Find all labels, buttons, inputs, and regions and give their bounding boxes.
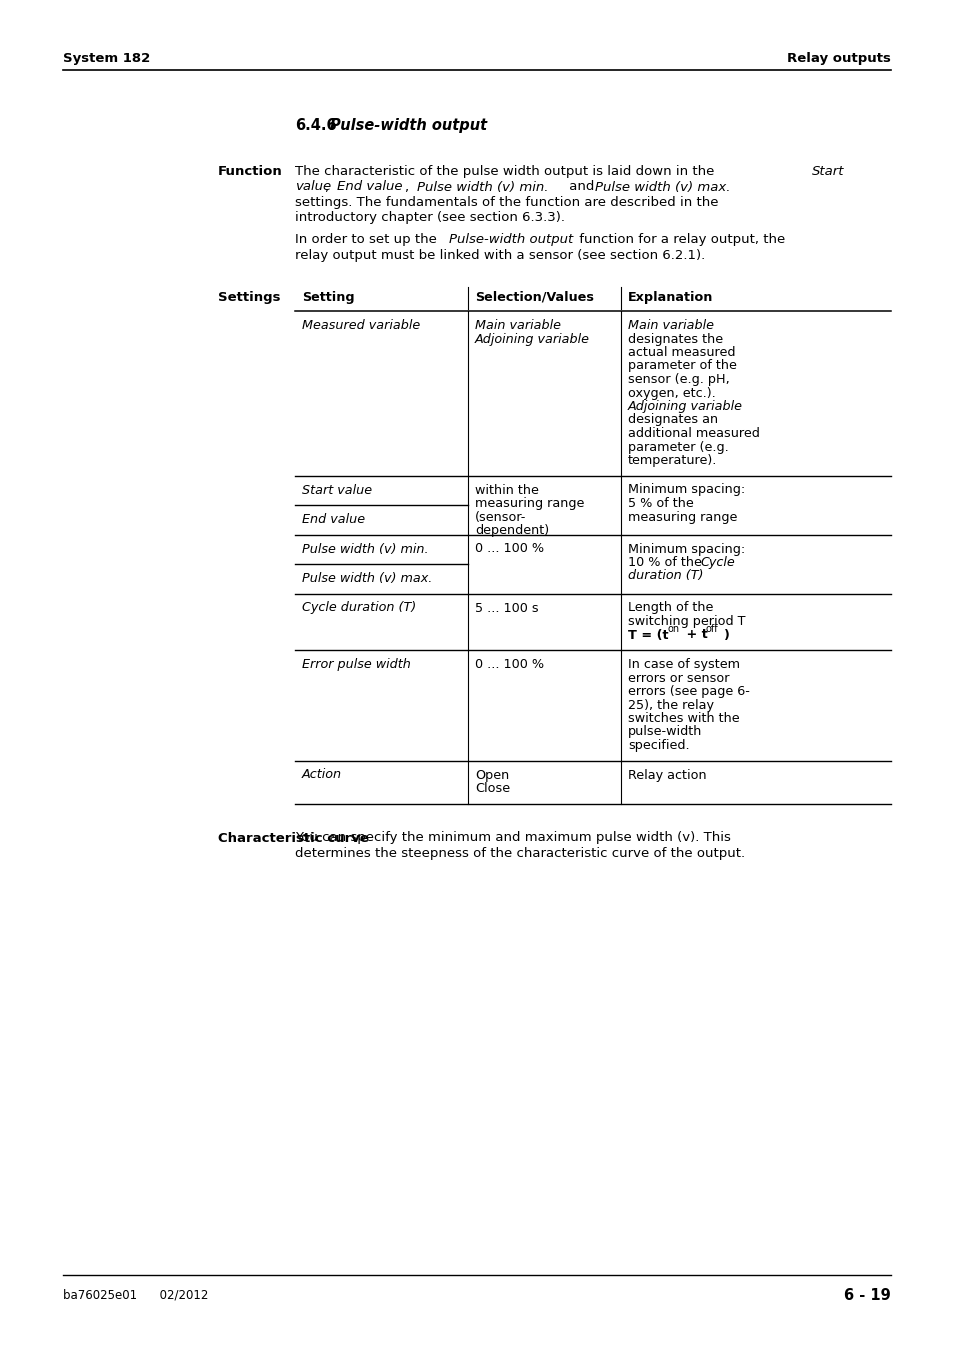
Text: additional measured: additional measured [627, 427, 760, 440]
Text: Adjoining variable: Adjoining variable [627, 400, 742, 413]
Text: Error pulse width: Error pulse width [302, 657, 411, 671]
Text: 6 - 19: 6 - 19 [843, 1288, 890, 1303]
Text: Main variable: Main variable [627, 319, 713, 332]
Text: measuring range: measuring range [627, 510, 737, 524]
Text: 5 ... 100 s: 5 ... 100 s [475, 602, 538, 614]
Text: 0 ... 100 %: 0 ... 100 % [475, 657, 543, 671]
Text: Close: Close [475, 782, 510, 795]
Text: pulse-width: pulse-width [627, 725, 701, 738]
Text: dependent): dependent) [475, 524, 549, 537]
Text: Explanation: Explanation [627, 292, 713, 304]
Text: In case of system: In case of system [627, 657, 740, 671]
Text: errors or sensor: errors or sensor [627, 671, 729, 684]
Text: End value: End value [336, 181, 402, 193]
Text: temperature).: temperature). [627, 454, 717, 467]
Text: (sensor-: (sensor- [475, 510, 526, 524]
Text: Measured variable: Measured variable [302, 319, 420, 332]
Text: Cycle duration (T): Cycle duration (T) [302, 602, 416, 614]
Text: Settings: Settings [218, 292, 280, 304]
Text: Pulse width (v) min.: Pulse width (v) min. [302, 543, 428, 555]
Text: In order to set up the: In order to set up the [294, 234, 440, 247]
Text: errors (see page 6-: errors (see page 6- [627, 684, 749, 698]
Text: off: off [705, 625, 718, 634]
Text: Pulse-width output: Pulse-width output [449, 234, 573, 247]
Text: switching period T: switching period T [627, 616, 744, 628]
Text: and: and [564, 181, 598, 193]
Text: End value: End value [302, 513, 365, 526]
Text: ): ) [723, 629, 729, 641]
Text: determines the steepness of the characteristic curve of the output.: determines the steepness of the characte… [294, 846, 744, 860]
Text: Characteristic curve: Characteristic curve [218, 832, 369, 845]
Text: Pulse-width output: Pulse-width output [330, 117, 487, 134]
Text: ,: , [325, 181, 333, 193]
Text: Relay outputs: Relay outputs [786, 53, 890, 65]
Text: Cycle: Cycle [700, 556, 734, 568]
Text: Minimum spacing:: Minimum spacing: [627, 483, 744, 497]
Text: T = (t: T = (t [627, 629, 668, 641]
Text: Adjoining variable: Adjoining variable [475, 332, 589, 346]
Text: switches with the: switches with the [627, 711, 739, 725]
Text: Minimum spacing:: Minimum spacing: [627, 543, 744, 555]
Text: introductory chapter (see section 6.3.3).: introductory chapter (see section 6.3.3)… [294, 212, 564, 224]
Text: ,: , [405, 181, 413, 193]
Text: measuring range: measuring range [475, 497, 584, 510]
Text: duration (T): duration (T) [627, 570, 702, 582]
Text: designates the: designates the [627, 332, 722, 346]
Text: designates an: designates an [627, 413, 718, 427]
Text: 5 % of the: 5 % of the [627, 497, 693, 510]
Text: within the: within the [475, 483, 538, 497]
Text: + t: + t [681, 629, 707, 641]
Text: Function: Function [218, 165, 282, 178]
Text: parameter of the: parameter of the [627, 359, 736, 373]
Text: parameter (e.g.: parameter (e.g. [627, 440, 728, 454]
Text: Length of the: Length of the [627, 602, 713, 614]
Text: Pulse width (v) max.: Pulse width (v) max. [302, 572, 432, 585]
Text: actual measured: actual measured [627, 346, 735, 359]
Text: Pulse width (v) max.: Pulse width (v) max. [595, 181, 730, 193]
Text: Selection/Values: Selection/Values [475, 292, 594, 304]
Text: value: value [294, 181, 331, 193]
Text: 6.4.6: 6.4.6 [294, 117, 336, 134]
Text: Open: Open [475, 768, 509, 782]
Text: Setting: Setting [302, 292, 355, 304]
Text: settings. The fundamentals of the function are described in the: settings. The fundamentals of the functi… [294, 196, 718, 209]
Text: oxygen, etc.).: oxygen, etc.). [627, 386, 715, 400]
Text: on: on [667, 625, 679, 634]
Text: specified.: specified. [627, 738, 689, 752]
Text: You can specify the minimum and maximum pulse width (v). This: You can specify the minimum and maximum … [294, 832, 730, 845]
Text: relay output must be linked with a sensor (see section 6.2.1).: relay output must be linked with a senso… [294, 248, 704, 262]
Text: Pulse width (v) min.: Pulse width (v) min. [416, 181, 548, 193]
Text: Relay action: Relay action [627, 768, 706, 782]
Text: Action: Action [302, 768, 342, 782]
Text: Start: Start [811, 165, 843, 178]
Text: Start value: Start value [302, 483, 372, 497]
Text: 25), the relay: 25), the relay [627, 698, 713, 711]
Text: System 182: System 182 [63, 53, 150, 65]
Text: ba76025e01      02/2012: ba76025e01 02/2012 [63, 1288, 208, 1301]
Text: 0 ... 100 %: 0 ... 100 % [475, 543, 543, 555]
Text: Main variable: Main variable [475, 319, 560, 332]
Text: function for a relay output, the: function for a relay output, the [575, 234, 784, 247]
Text: The characteristic of the pulse width output is laid down in the: The characteristic of the pulse width ou… [294, 165, 718, 178]
Text: 10 % of the: 10 % of the [627, 556, 705, 568]
Text: sensor (e.g. pH,: sensor (e.g. pH, [627, 373, 729, 386]
